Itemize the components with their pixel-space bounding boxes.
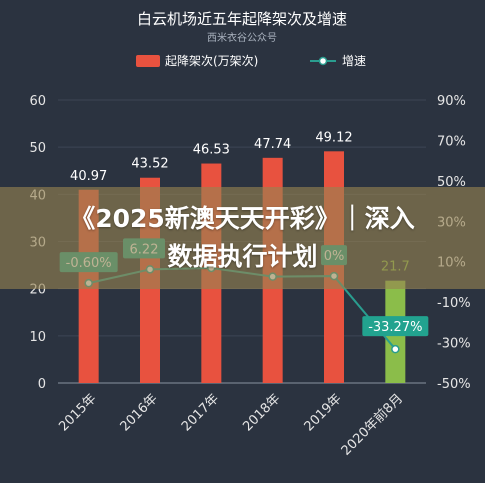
banner-line-2: 数据执行计划	[167, 242, 318, 271]
x-tick-label: 2015年	[56, 391, 99, 434]
y-left-tick-label: 10	[29, 330, 46, 345]
legend-bar-swatch	[136, 55, 160, 67]
legend-line-label: 增速	[342, 54, 366, 68]
overlay-banner: 《2025新澳天天开彩》｜深入 数据执行计划	[0, 187, 485, 289]
x-tick-label: 2019年	[302, 391, 345, 434]
bar-value-label: 46.53	[193, 143, 230, 158]
legend-line-marker	[318, 56, 328, 66]
y-left-tick-label: 0	[38, 377, 46, 392]
x-tick-label: 2017年	[179, 391, 222, 434]
banner-text: 《2025新澳天天开彩》｜深入 数据执行计划	[33, 200, 453, 276]
chart-title: 白云机场近五年起降架次及增速	[137, 10, 347, 28]
y-right-tick-label: 70%	[437, 134, 466, 149]
y-left-tick-label: 50	[29, 141, 46, 156]
x-tick-label: 2016年	[118, 391, 161, 434]
chart-subtitle: 西米衣谷公众号	[207, 31, 277, 44]
y-right-tick-label: -10%	[437, 296, 471, 311]
y-right-tick-label: 90%	[437, 94, 466, 109]
bar-value-label: 47.74	[254, 137, 291, 152]
y-right-tick-label: -50%	[437, 377, 471, 392]
growth-label-box	[362, 316, 429, 337]
bar-value-label: 40.97	[70, 169, 107, 184]
x-tick-label: 2018年	[240, 391, 283, 434]
banner-line-1: 《2025新澳天天开彩》｜深入	[70, 204, 415, 233]
growth-label: -33.27%	[368, 320, 422, 335]
y-left-tick-label: 60	[29, 94, 46, 109]
y-right-tick-label: 50%	[437, 175, 466, 190]
bar-value-label: 43.52	[131, 157, 168, 172]
y-right-tick-label: -30%	[437, 337, 471, 352]
bar-value-label: 49.12	[315, 130, 352, 145]
growth-point	[391, 344, 400, 354]
legend-bar-label: 起降架次(万架次)	[165, 54, 258, 68]
x-tick-label: 2020年前8月	[338, 391, 406, 459]
